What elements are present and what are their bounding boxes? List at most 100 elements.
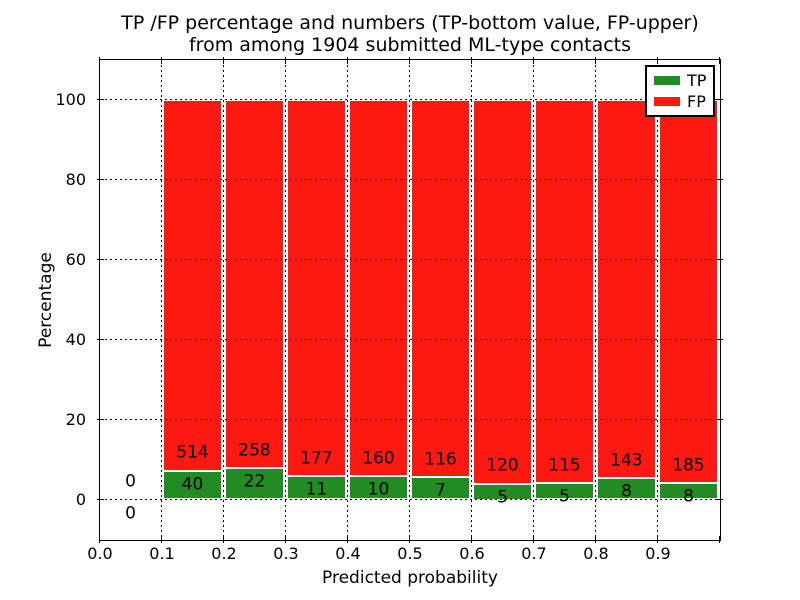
x-axis-top-tick [346,56,349,64]
x-axis-tick [160,535,163,543]
fp-bar-segment [659,99,718,483]
x-axis-tick [470,535,473,543]
x-tick-label: 0.8 [583,544,609,563]
y-axis-right-tick [715,498,723,501]
x-tick-label: 0.2 [211,544,237,563]
y-tick-label: 80 [65,170,86,189]
fp-count-label: 258 [238,440,271,461]
x-axis-tick [656,535,659,543]
x-tick-label: 0.6 [459,544,485,563]
tp-bar-segment [349,475,408,500]
y-axis-tick [96,178,104,181]
v-gridline [223,59,224,540]
y-tick-label: 100 [55,90,86,109]
x-axis-top-tick [656,56,659,64]
x-axis-top-tick [594,56,597,64]
fp-bar-segment [287,99,346,477]
v-gridline [161,59,162,540]
legend-label-fp: FP [687,92,706,111]
v-gridline [99,59,100,540]
v-gridline [347,59,348,540]
tp-bar-segment [659,482,718,500]
tp-count-label: 5 [559,486,570,507]
tp-count-label: 22 [243,471,266,492]
legend: TP FP [645,65,716,117]
plot-area: 0 0 514 40 258 22 177 11 160 10 116 7 120 5 115 5 143 8 18… [96,56,723,543]
x-axis-top-tick [98,56,101,64]
x-axis-tick [346,535,349,543]
fp-bar-segment [597,99,656,479]
x-tick-label: 0.1 [149,544,175,563]
legend-label-tp: TP [687,71,707,90]
y-axis-tick [96,258,104,261]
tp-count-label: 7 [435,480,446,501]
y-tick-label: 0 [75,490,86,509]
tp-count-label: 8 [621,481,632,502]
y-tick-label: 60 [65,250,86,269]
fp-bar-segment [225,99,284,469]
x-tick-label: 0.4 [335,544,361,563]
y-axis-right-tick [715,418,723,421]
tp-bar-segment [535,482,594,500]
x-tick-label: 0.0 [87,544,113,563]
fp-bar-segment [411,99,470,477]
v-gridline [657,59,658,540]
y-axis-right-tick [715,258,723,261]
y-axis-right-tick [715,98,723,101]
x-axis-top-tick [718,56,721,64]
tp-bar-segment [163,470,222,500]
y-tick-label: 40 [65,330,86,349]
v-gridline [595,59,596,540]
v-gridline [285,59,286,540]
fp-count-label: 177 [300,448,333,469]
x-axis-top-tick [408,56,411,64]
x-axis-tick [98,535,101,543]
legend-entry-fp: FP [654,92,706,111]
x-axis-tick [718,535,721,543]
y-axis-tick [96,338,104,341]
x-axis-tick [284,535,287,543]
fp-legend-swatch [654,97,680,106]
x-axis-tick [222,535,225,543]
y-axis-tick [96,418,104,421]
chart-title-line2: from among 1904 submitted ML-type contac… [188,34,632,56]
fp-bar-segment [535,99,594,483]
x-axis-top-tick [470,56,473,64]
v-gridline [533,59,534,540]
tp-count-label: 10 [367,479,390,500]
fp-bar-segment [163,99,222,471]
x-axis-label: Predicted probability [322,568,498,588]
fp-bar-segment [473,99,532,484]
x-axis-top-tick [160,56,163,64]
fp-count-label: 185 [672,455,705,476]
fp-bar-segment [349,99,408,476]
fp-count-label: 0 [125,471,136,492]
y-axis-tick [96,498,104,501]
tp-bar-segment [225,468,284,500]
fp-count-label: 143 [610,450,643,471]
fp-count-label: 120 [486,455,519,476]
v-gridline [471,59,472,540]
x-axis-tick [594,535,597,543]
chart-title-line1: TP /FP percentage and numbers (TP-bottom… [121,12,699,34]
x-axis-top-tick [284,56,287,64]
chart-title: TP /FP percentage and numbers (TP-bottom… [10,12,800,56]
tp-count-label: 0 [125,503,136,523]
x-tick-label: 0.3 [273,544,299,563]
x-axis-top-tick [532,56,535,64]
x-tick-label: 0.9 [645,544,671,563]
fp-count-label: 115 [548,455,581,476]
y-axis-right-tick [715,178,723,181]
tp-bar-segment [597,478,656,500]
tp-legend-swatch [654,76,680,85]
tp-count-label: 5 [497,487,508,507]
x-axis-top-tick [222,56,225,64]
tp-count-label: 8 [683,486,694,507]
x-tick-label: 0.5 [397,544,423,563]
legend-entry-tp: TP [654,71,706,90]
v-gridline [409,59,410,540]
fp-count-label: 116 [424,449,457,470]
tp-count-label: 11 [305,479,328,500]
tp-bar-segment [411,476,470,500]
x-axis-tick [532,535,535,543]
